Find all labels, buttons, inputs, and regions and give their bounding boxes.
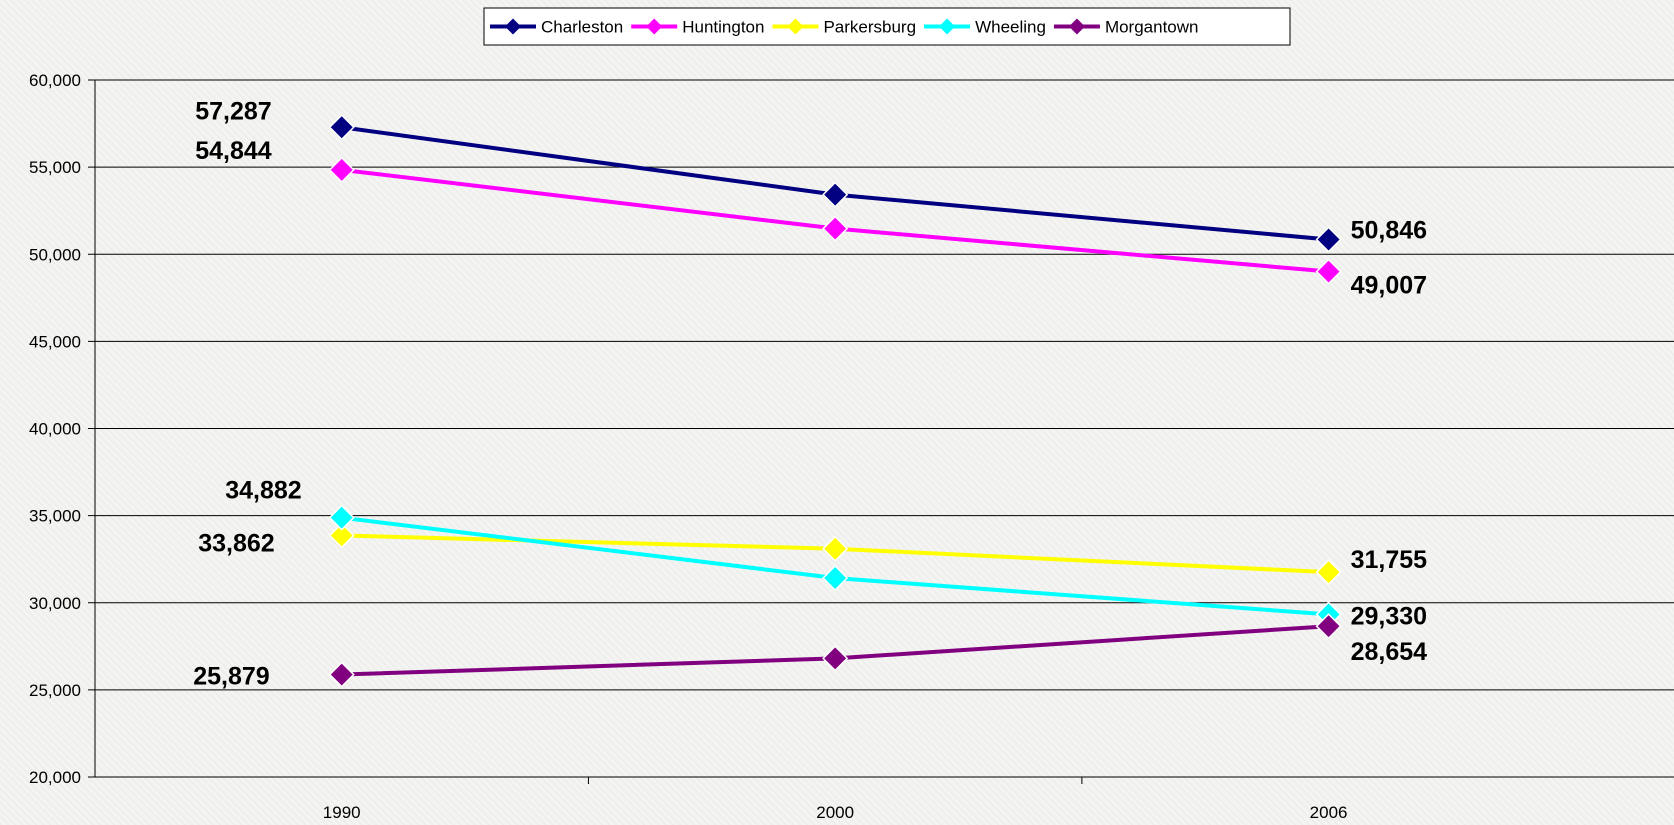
legend-label-parkersburg: Parkersburg [823, 18, 916, 37]
y-tick-label: 55,000 [29, 158, 81, 177]
series-marker-wheeling [328, 504, 355, 531]
data-label-parkersburg: 31,755 [1351, 546, 1428, 574]
series-marker-huntington [822, 215, 849, 242]
legend-marker-charleston [505, 18, 521, 35]
series-marker-charleston [822, 181, 849, 208]
x-tick-label: 1990 [323, 803, 361, 822]
x-tick-label: 2000 [816, 803, 854, 822]
gridlines [95, 79, 1674, 778]
data-label-charleston: 50,846 [1351, 217, 1427, 245]
legend-marker-wheeling [939, 18, 956, 35]
legend-box [483, 7, 1291, 46]
legend-marker-huntington [646, 18, 663, 35]
axes: 20,000 25,000 30,000 35,000 40,000 45,000 50,0… [29, 71, 1348, 822]
series-marker-parkersburg [1315, 559, 1342, 586]
series-marker-huntington [328, 156, 355, 183]
series-marker-wheeling [822, 564, 849, 592]
x-tick-label: 2006 [1310, 803, 1348, 822]
y-tick-label: 60,000 [29, 71, 81, 90]
data-label-morgantown: 28,654 [1351, 638, 1428, 666]
data-label-charleston: 57,287 [195, 97, 271, 125]
series-group [328, 114, 1342, 688]
y-tick-label: 35,000 [29, 507, 81, 526]
y-tick-label: 25,000 [29, 681, 81, 700]
legend-label-morgantown: Morgantown [1105, 18, 1199, 37]
series-marker-huntington [1315, 258, 1342, 285]
series-marker-parkersburg [328, 522, 355, 549]
legend-marker-morgantown [1068, 18, 1085, 35]
data-label-morgantown: 25,879 [193, 663, 269, 691]
legend: Charleston Huntington Parkersburg Wheeling M… [483, 7, 1291, 46]
data-label-huntington: 49,007 [1351, 272, 1427, 300]
series-marker-morgantown [1315, 613, 1342, 640]
y-tick-label: 45,000 [29, 332, 81, 351]
y-tick-label: 40,000 [29, 420, 81, 439]
legend-label-huntington: Huntington [682, 18, 764, 37]
y-tick-label: 50,000 [29, 245, 81, 264]
series-marker-morgantown [822, 645, 849, 672]
data-label-wheeling: 29,330 [1351, 602, 1427, 630]
data-label-parkersburg: 33,862 [198, 529, 274, 557]
data-label-huntington: 54,844 [195, 137, 272, 165]
data-label-wheeling: 34,882 [225, 477, 301, 505]
series-marker-morgantown [328, 661, 355, 688]
y-tick-label: 30,000 [29, 594, 81, 613]
legend-label-charleston: Charleston [541, 18, 623, 37]
data-labels: 57,287 50,846 54,844 49,007 33,862 31,755 34,8… [193, 97, 1427, 690]
legend-marker-parkersburg [787, 18, 804, 35]
y-tick-label: 20,000 [29, 768, 81, 787]
legend-label-wheeling: Wheeling [975, 18, 1046, 37]
series-marker-charleston [328, 114, 355, 141]
series-marker-charleston [1315, 226, 1342, 253]
series-marker-parkersburg [822, 535, 849, 562]
